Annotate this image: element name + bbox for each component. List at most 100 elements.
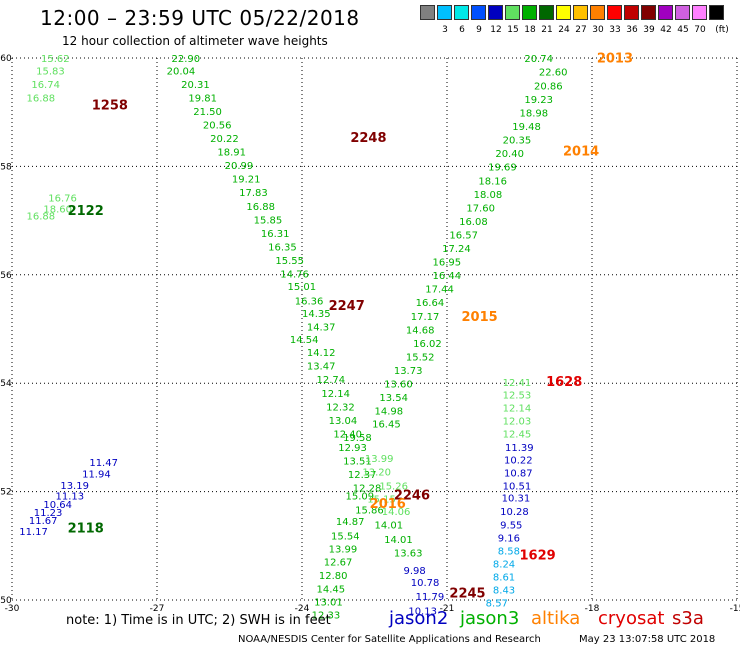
wave-height-value: 8.24 (493, 559, 515, 570)
map-subtitle: 12 hour collection of altimeter wave hei… (62, 34, 328, 48)
scale-swatch (709, 5, 724, 20)
lon-tick-label: -24 (295, 604, 310, 614)
scale-swatch (573, 5, 588, 20)
wave-height-value: 18.91 (217, 148, 246, 159)
wave-height-value: 20.31 (181, 80, 210, 91)
lon-tick-label: -18 (585, 604, 600, 614)
lon-tick-label: -30 (5, 604, 20, 614)
wave-height-value: 20.40 (495, 149, 524, 160)
scale-swatch (607, 5, 622, 20)
pass-time-label: 2014 (563, 145, 599, 160)
wave-height-value: 10.78 (411, 578, 440, 589)
wave-height-value: 14.87 (336, 517, 365, 528)
lon-tick-label: -27 (150, 604, 165, 614)
scale-label: 15 (507, 25, 519, 35)
wave-height-value: 10.87 (504, 468, 533, 479)
scale-label: 18 (524, 25, 536, 35)
scale-label: 39 (643, 25, 655, 35)
wave-height-value: 19.69 (488, 163, 517, 174)
wave-height-value: 12.45 (503, 429, 532, 440)
lat-tick-label: 50 (0, 596, 12, 606)
scale-swatch (590, 5, 605, 20)
wave-height-value: 12.33 (312, 610, 341, 621)
legend-item: jason2 (389, 608, 449, 629)
wave-height-value: 15.01 (288, 282, 317, 293)
wave-height-value: 14.68 (406, 325, 435, 336)
scale-label: 3 (442, 25, 448, 35)
wave-height-value: 8.43 (493, 585, 515, 596)
wave-height-value: 16.88 (27, 212, 56, 223)
wave-height-value: 16.57 (449, 230, 478, 241)
wave-height-value: 18.98 (520, 109, 549, 120)
wave-height-value: 17.83 (239, 188, 268, 199)
scale-swatch (471, 5, 486, 20)
wave-height-value: 11.17 (19, 527, 48, 538)
wave-height-value: 10.22 (504, 455, 533, 466)
legend-item: s3a (672, 608, 704, 629)
wave-height-value: 15.15 (367, 494, 396, 505)
wave-height-value: 18.08 (474, 190, 503, 201)
wave-height-value: 12.80 (319, 571, 348, 582)
wave-height-value: 19.81 (188, 93, 217, 104)
scale-unit: (ft) (715, 25, 729, 35)
wave-height-value: 11.13 (56, 492, 85, 503)
wave-height-value: 12.93 (338, 443, 367, 454)
pass-time-label: 2248 (350, 131, 386, 146)
wave-height-value: 16.95 (433, 258, 462, 269)
pass-time-label: 2245 (449, 586, 485, 601)
scale-label: 30 (592, 25, 604, 35)
wave-height-value: 19.23 (524, 95, 553, 106)
scale-swatch (556, 5, 571, 20)
wave-height-value: 15.09 (346, 492, 375, 503)
wave-height-value: 14.01 (384, 535, 413, 546)
wave-height-value: 19.21 (232, 175, 261, 186)
wave-height-value: 12.37 (348, 470, 377, 481)
pass-time-label: 2246 (394, 489, 430, 504)
wave-height-value: 12.67 (324, 557, 353, 568)
wave-height-value: 10.28 (500, 507, 529, 518)
wave-height-value: 19.48 (512, 122, 541, 133)
lat-tick-label: 58 (0, 162, 12, 172)
legend-item: cryosat (598, 608, 665, 629)
wave-height-value: 16.02 (413, 339, 442, 350)
wave-height-value: 18.60 (43, 204, 72, 215)
map-title: 12:00 – 23:59 UTC 05/22/2018 (40, 6, 360, 30)
scale-swatch (658, 5, 673, 20)
wave-height-value: 13.04 (329, 416, 358, 427)
scale-label: 27 (575, 25, 587, 35)
scale-label: 45 (677, 25, 689, 35)
wave-height-value: 13.99 (329, 544, 358, 555)
wave-height-value: 20.22 (210, 134, 239, 145)
legend-item: altika (531, 608, 581, 629)
lon-tick-label: -21 (440, 604, 455, 614)
wave-height-value: 15.85 (254, 215, 283, 226)
wave-height-value: 12.40 (333, 429, 362, 440)
scale-swatch (437, 5, 452, 20)
lon-tick-label: -15 (730, 604, 740, 614)
wave-height-value: 9.98 (404, 566, 426, 577)
wave-height-value: 11.79 (416, 592, 445, 603)
wave-height-value: 12.14 (321, 389, 350, 400)
wave-height-value: 15.62 (41, 54, 70, 65)
lat-tick-label: 60 (0, 54, 12, 64)
scale-swatch (641, 5, 656, 20)
wave-height-value: 16.74 (31, 80, 60, 91)
wave-height-value: 13.20 (362, 467, 391, 478)
scale-swatch (675, 5, 690, 20)
footnote: note: 1) Time is in UTC; 2) SWH is in fe… (66, 613, 331, 628)
pass-time-label: 1629 (520, 548, 556, 563)
scale-label: 42 (660, 25, 672, 35)
wave-height-value: 13.60 (384, 380, 413, 391)
wave-height-value: 12.32 (326, 402, 355, 413)
wave-height-value: 11.67 (29, 516, 58, 527)
wave-height-value: 15.26 (379, 481, 408, 492)
wave-height-value: 17.44 (425, 285, 454, 296)
lat-tick-label: 52 (0, 488, 11, 498)
pass-time-label: 2122 (68, 204, 104, 219)
scale-swatch (522, 5, 537, 20)
wave-height-value: 16.88 (246, 202, 275, 213)
wave-height-value: 8.58 (498, 546, 520, 557)
wave-height-value: 19.58 (343, 433, 372, 444)
wave-height-value: 14.06 (382, 507, 411, 518)
wave-height-value: 12.14 (503, 403, 532, 414)
